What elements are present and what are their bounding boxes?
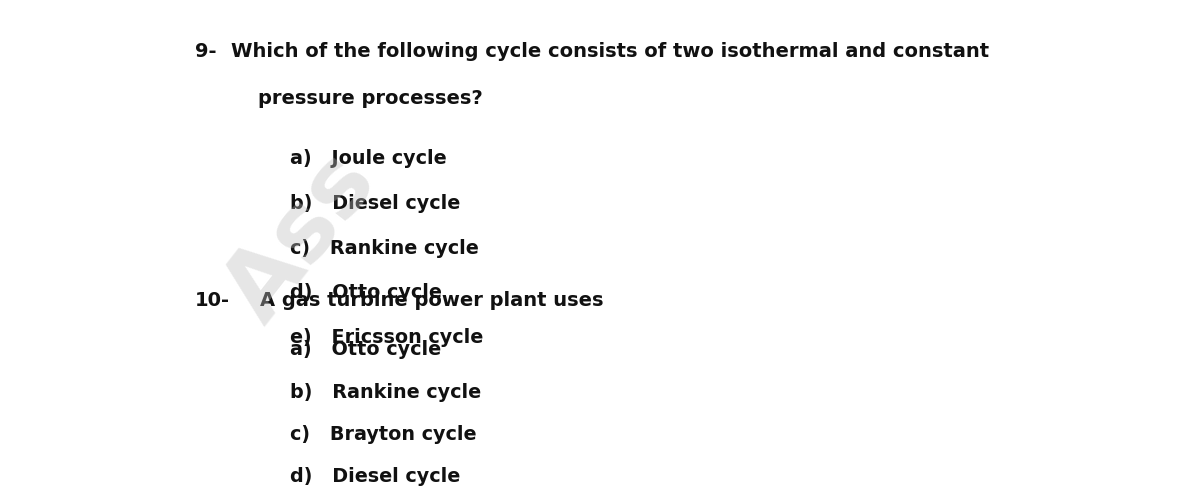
Text: c)   Brayton cycle: c) Brayton cycle	[290, 425, 477, 444]
Text: pressure processes?: pressure processes?	[258, 89, 483, 108]
Text: a)   Otto cycle: a) Otto cycle	[290, 340, 441, 359]
Text: 10-: 10-	[195, 291, 231, 310]
Text: b)   Diesel cycle: b) Diesel cycle	[290, 194, 460, 213]
Text: a)   Joule cycle: a) Joule cycle	[290, 149, 446, 168]
Text: d)   Diesel cycle: d) Diesel cycle	[290, 467, 460, 486]
Text: Ass: Ass	[208, 137, 395, 340]
Text: Which of the following cycle consists of two isothermal and constant: Which of the following cycle consists of…	[231, 42, 989, 61]
Text: b)   Rankine cycle: b) Rankine cycle	[290, 383, 481, 402]
Text: c)   Rankine cycle: c) Rankine cycle	[290, 239, 479, 257]
Text: d)   Otto cycle: d) Otto cycle	[290, 283, 441, 302]
Text: 9-: 9-	[195, 42, 216, 61]
Text: A gas turbine power plant uses: A gas turbine power plant uses	[260, 291, 603, 310]
Text: e)   Ericsson cycle: e) Ericsson cycle	[290, 328, 483, 347]
